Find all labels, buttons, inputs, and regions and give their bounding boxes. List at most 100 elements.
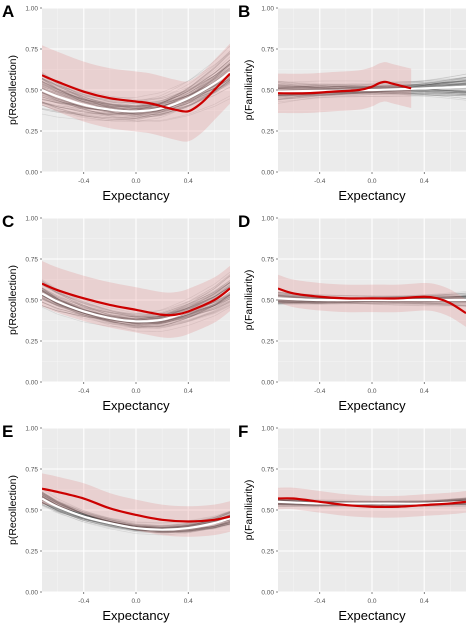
- posterior-sample-line: [42, 70, 230, 109]
- posterior-sample-line: [42, 72, 230, 119]
- y-axis-label: p(Recollection): [7, 265, 19, 335]
- posterior-sample-line: [42, 72, 230, 115]
- x-axis-label: Expectancy: [102, 188, 170, 203]
- posterior-sample-line: [278, 299, 466, 305]
- observed-ribbon: [42, 260, 230, 338]
- y-axis-label: p(Familiarity): [243, 60, 255, 121]
- x-tick-label: 0.4: [184, 178, 193, 185]
- posterior-sample-line: [278, 294, 466, 304]
- x-tick-label: 0.0: [367, 388, 376, 395]
- posterior-mean-line: [42, 497, 230, 531]
- y-tick-label: 0.75: [25, 256, 38, 263]
- posterior-sample-line: [278, 94, 466, 100]
- posterior-sample-line: [278, 298, 466, 304]
- posterior-sample-line: [42, 59, 230, 110]
- posterior-sample-line: [42, 50, 230, 104]
- plot-area: [42, 473, 230, 537]
- posterior-sample-line: [42, 75, 230, 111]
- posterior-sample-line: [278, 299, 466, 305]
- posterior-sample-line: [42, 492, 230, 528]
- posterior-sample-line: [278, 94, 466, 97]
- observed-line: [42, 487, 230, 523]
- y-tick-label: 0.75: [25, 466, 38, 473]
- posterior-sample-line: [42, 495, 230, 534]
- posterior-sample-line: [42, 63, 230, 116]
- x-tick-label: -0.4: [78, 388, 90, 395]
- posterior-sample-line: [42, 67, 230, 116]
- posterior-sample-line: [42, 73, 230, 107]
- posterior-sample-line: [42, 491, 230, 533]
- posterior-sample-line: [42, 281, 230, 316]
- posterior-sample-line: [42, 282, 230, 316]
- posterior-sample-line: [42, 56, 230, 107]
- posterior-sample-line: [42, 63, 230, 111]
- posterior-sample-line: [42, 274, 230, 317]
- y-tick-label: 1.00: [25, 215, 38, 222]
- posterior-sample-line: [42, 497, 230, 527]
- y-tick-label: 1.00: [261, 215, 274, 222]
- panel-letter: C: [2, 212, 14, 231]
- y-tick-label: 1.00: [261, 5, 274, 12]
- posterior-sample-line: [42, 282, 230, 318]
- posterior-sample-line: [278, 89, 466, 100]
- y-tick-label: 0.00: [25, 379, 38, 386]
- plot-area: [42, 43, 230, 142]
- posterior-sample-line: [42, 296, 230, 324]
- posterior-sample-line: [42, 65, 230, 107]
- posterior-sample-line: [42, 281, 230, 325]
- observed-ribbon: [278, 62, 412, 114]
- y-axis-label: p(Familiarity): [243, 480, 255, 541]
- x-tick-label: -0.4: [78, 178, 90, 185]
- posterior-sample-line: [278, 299, 466, 304]
- posterior-sample-line: [42, 288, 230, 325]
- posterior-sample-line: [42, 294, 230, 329]
- posterior-sample-line: [278, 81, 466, 89]
- x-tick-label: -0.4: [314, 178, 326, 185]
- posterior-sample-line: [42, 287, 230, 317]
- posterior-sample-line: [42, 287, 230, 322]
- posterior-sample-line: [42, 74, 230, 115]
- posterior-sample-line: [42, 492, 230, 528]
- x-tick-label: 0.0: [367, 598, 376, 605]
- posterior-sample-line: [42, 499, 230, 532]
- posterior-sample-line: [42, 65, 230, 119]
- posterior-sample-line: [42, 77, 230, 110]
- x-tick-label: 0.4: [184, 598, 193, 605]
- plot-area: [278, 274, 466, 327]
- posterior-sample-line: [42, 498, 230, 530]
- posterior-sample-line: [42, 285, 230, 324]
- posterior-sample-line: [278, 88, 466, 103]
- posterior-sample-line: [42, 71, 230, 108]
- posterior-sample-line: [42, 288, 230, 328]
- y-tick-label: 0.50: [25, 297, 38, 304]
- posterior-sample-line: [278, 81, 466, 94]
- y-axis-label: p(Recollection): [7, 55, 19, 125]
- y-tick-label: 0.00: [261, 169, 274, 176]
- panel-letter: E: [2, 422, 13, 441]
- y-tick-label: 0.50: [261, 87, 274, 94]
- posterior-sample-line: [42, 69, 230, 121]
- posterior-sample-line: [42, 294, 230, 324]
- posterior-sample-line: [42, 68, 230, 108]
- posterior-sample-line: [278, 295, 466, 307]
- posterior-sample-line: [42, 271, 230, 315]
- posterior-sample-line: [42, 495, 230, 532]
- y-tick-label: 0.25: [261, 338, 274, 345]
- posterior-sample-line: [42, 283, 230, 316]
- posterior-sample-line: [42, 282, 230, 320]
- posterior-sample-line: [278, 78, 466, 97]
- posterior-sample-line: [278, 87, 466, 96]
- posterior-sample-line: [42, 72, 230, 105]
- y-tick-label: 0.00: [25, 589, 38, 596]
- posterior-sample-line: [42, 78, 230, 114]
- posterior-sample-line: [278, 82, 466, 100]
- x-tick-label: 0.0: [131, 388, 140, 395]
- posterior-sample-line: [42, 78, 230, 118]
- posterior-mean-line: [278, 500, 466, 505]
- posterior-sample-line: [42, 78, 230, 116]
- posterior-sample-line: [42, 52, 230, 99]
- posterior-sample-line: [278, 301, 466, 305]
- posterior-sample-line: [42, 77, 230, 123]
- posterior-sample-line: [42, 59, 230, 105]
- posterior-sample-line: [42, 296, 230, 325]
